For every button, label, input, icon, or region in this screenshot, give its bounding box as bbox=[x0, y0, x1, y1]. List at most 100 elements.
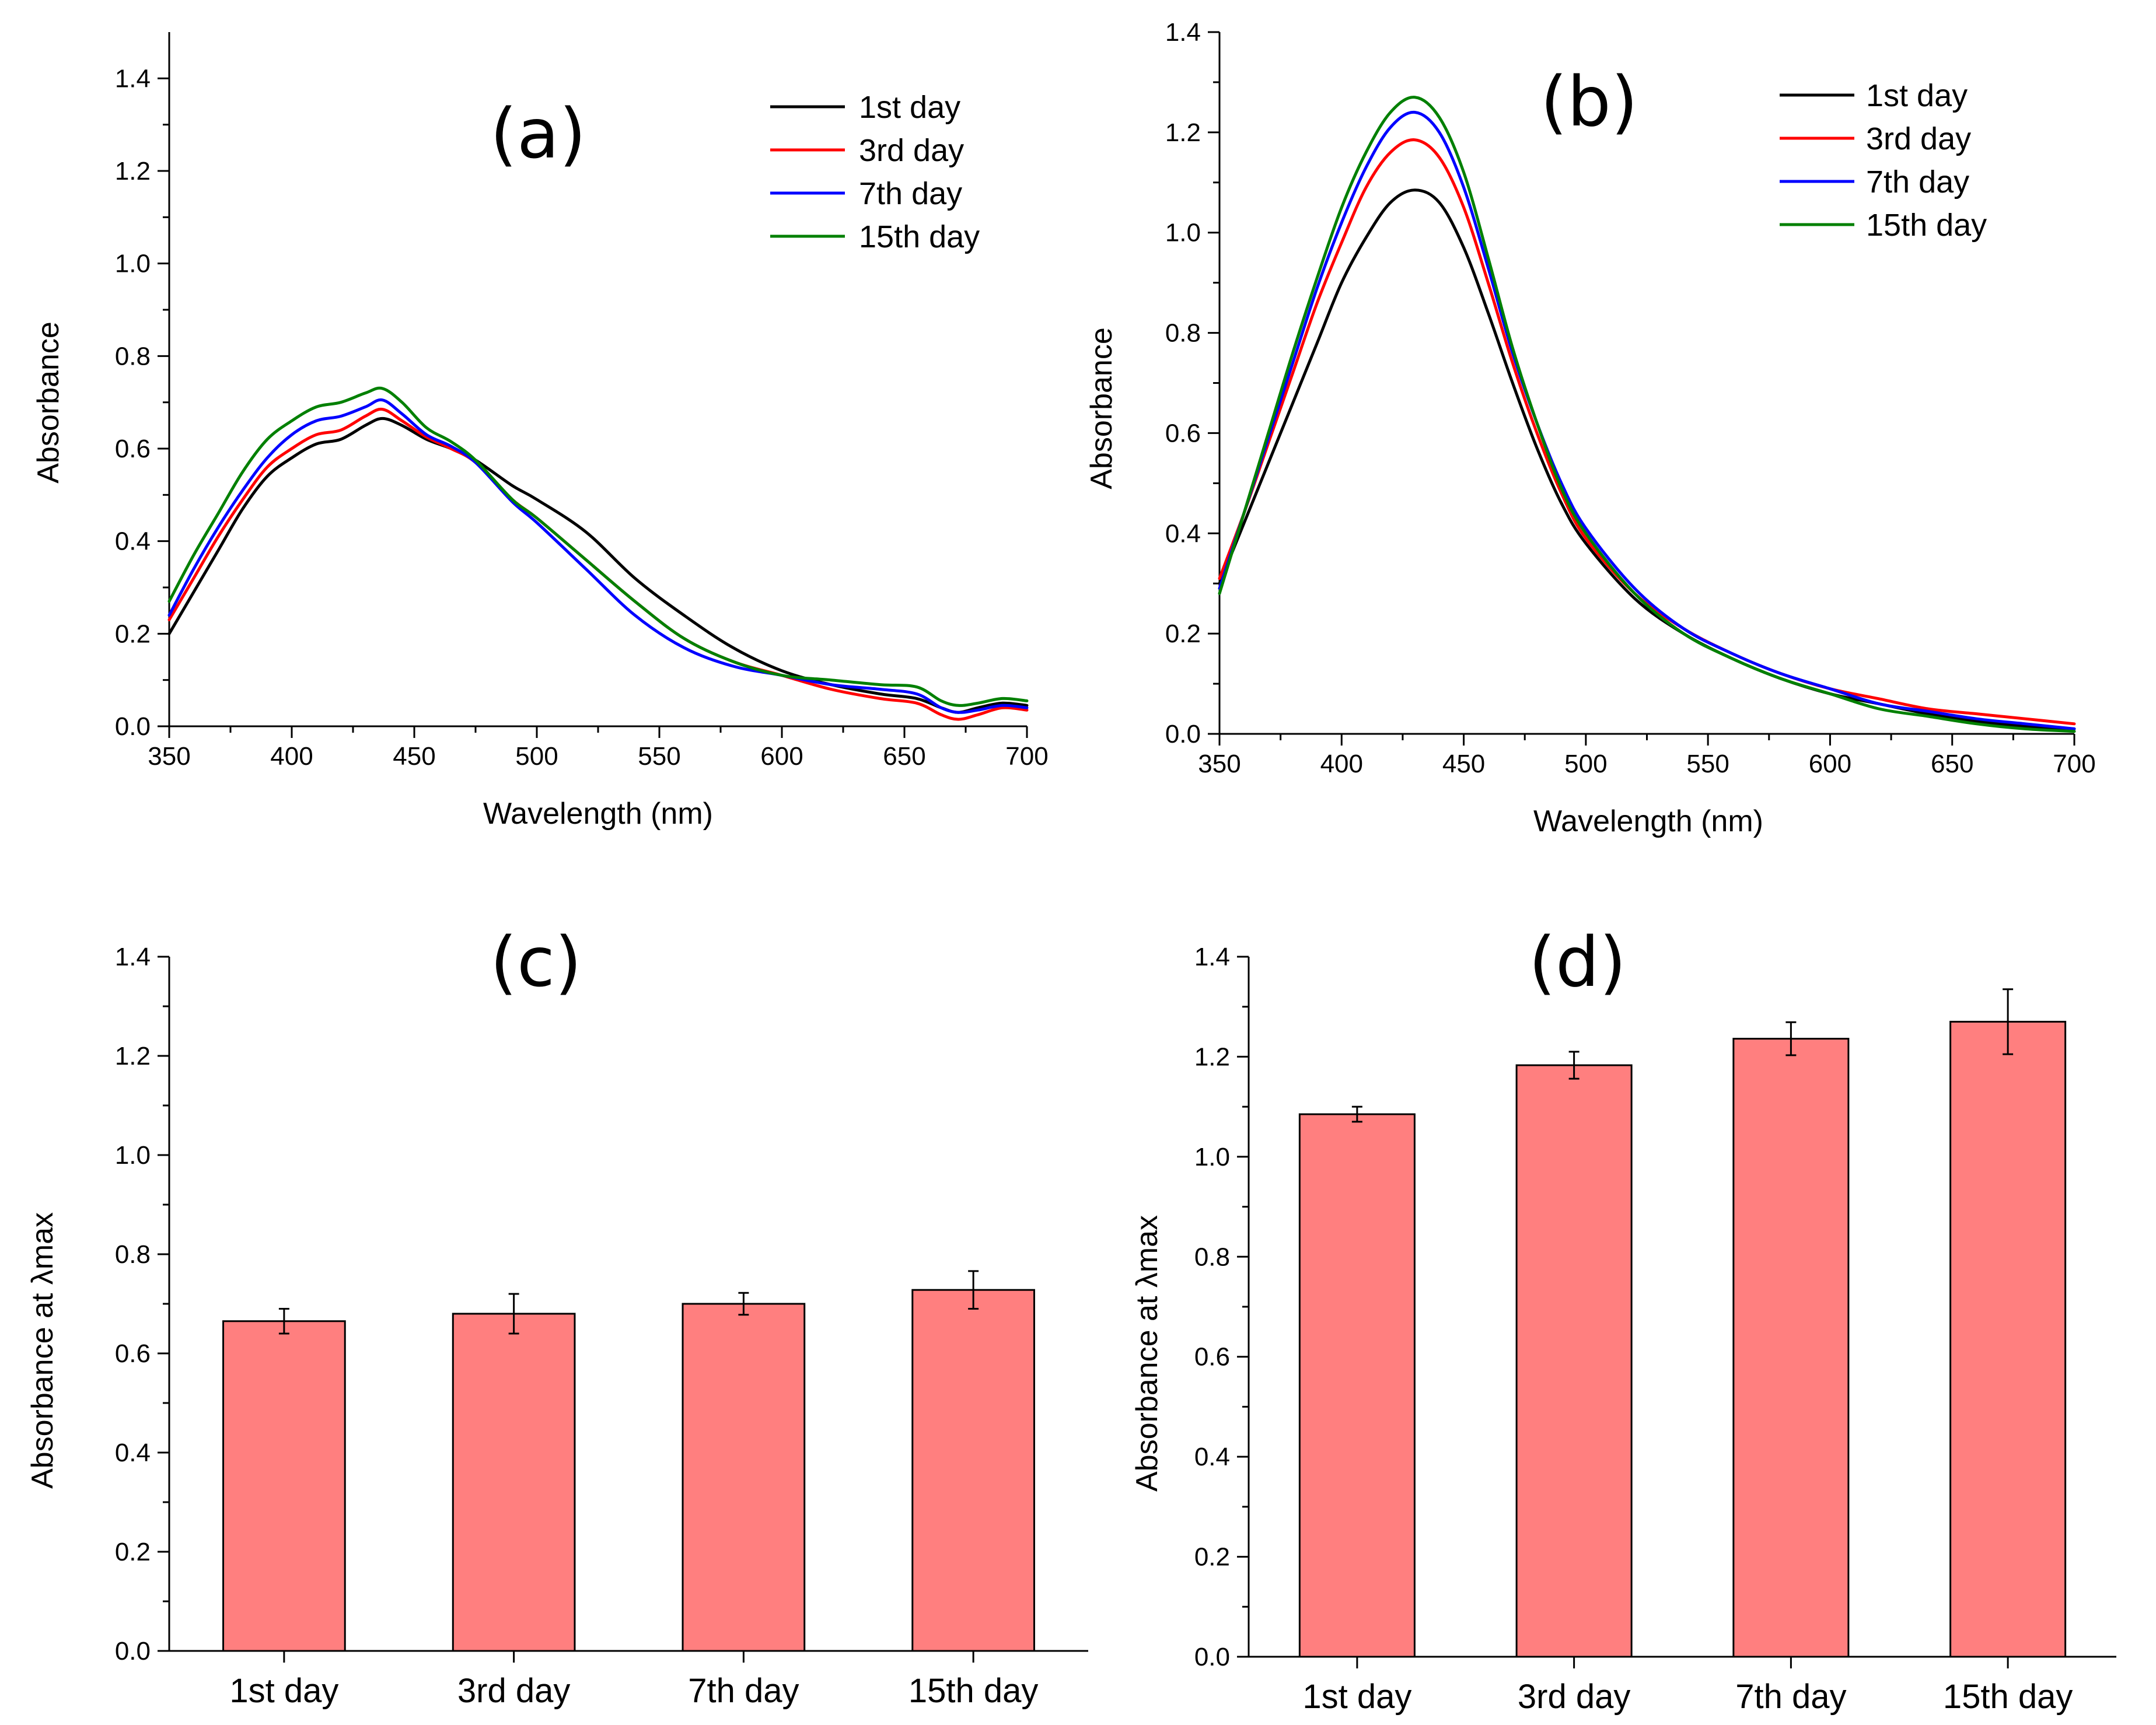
panel-a-y-tick-label: 1.0 bbox=[115, 250, 151, 278]
panel-d-y-tick-label: 0.6 bbox=[1194, 1343, 1230, 1371]
panel-b-legend-label-4: 15th day bbox=[1866, 208, 1987, 243]
panel-d-category-label-2: 3rd day bbox=[1518, 1678, 1630, 1716]
panel-c-y-tick-label: 0.0 bbox=[115, 1637, 151, 1665]
panel-c-bar-4 bbox=[911, 1289, 1035, 1652]
panel-b-y-tick-label: 1.4 bbox=[1165, 18, 1201, 47]
panel-b-axes: 0.0 0.2 0.4 0.6 0.8 1.0 1.2 1.4 350 400 450 500 550 6… bbox=[1165, 18, 2096, 778]
panel-b-y-tick-label: 1.2 bbox=[1165, 118, 1201, 147]
panel-b-legend-label-1: 1st day bbox=[1866, 78, 1968, 113]
panel-b-series-line-2 bbox=[1218, 138, 2076, 726]
panel-a-legend-label-2: 3rd day bbox=[859, 133, 964, 168]
panel-c-y-tick-label: 0.2 bbox=[115, 1538, 151, 1566]
panel-c-category-label-1: 1st day bbox=[229, 1672, 338, 1710]
panel-b-x-tick-label: 700 bbox=[2053, 750, 2095, 778]
panel-b-line-chart: 0.0 0.2 0.4 0.6 0.8 1.0 1.2 1.4 350 400 450 500 550 6… bbox=[1085, 18, 2096, 838]
panel-a-y-tick-label: 0.2 bbox=[115, 620, 151, 648]
panel-b-y-tick-label: 0.8 bbox=[1165, 319, 1201, 348]
panel-b-x-tick-label: 400 bbox=[1320, 750, 1363, 778]
panel-a-label: (a) bbox=[490, 93, 586, 174]
panel-c-y-tick-label: 1.4 bbox=[115, 943, 151, 971]
panel-c-y-tick-label: 1.2 bbox=[115, 1042, 151, 1070]
panel-b-series-line-1 bbox=[1218, 188, 2076, 730]
panel-d-label: (d) bbox=[1529, 922, 1626, 1002]
panel-d-category-label-1: 1st day bbox=[1302, 1678, 1411, 1716]
panel-d-axes: 0.0 0.2 0.4 0.6 0.8 1.0 1.2 1.4 bbox=[1194, 943, 2116, 1671]
panel-a-legend-label-4: 15th day bbox=[859, 219, 980, 254]
panel-a-y-tick-label: 0.6 bbox=[115, 435, 151, 463]
panel-a-y-tick-label: 0.4 bbox=[115, 527, 151, 556]
panel-b-x-tick-label: 550 bbox=[1686, 750, 1729, 778]
panel-a-axes: 0.0 0.2 0.4 0.6 0.8 1.0 1.2 1.4 350 400 450 500 550 6… bbox=[115, 32, 1049, 771]
panel-a-y-tick-label: 1.4 bbox=[115, 64, 151, 93]
panel-c-category-label-4: 15th day bbox=[908, 1672, 1039, 1710]
panel-b-series-line-3 bbox=[1218, 110, 2076, 730]
panel-d-bar-chart: 0.0 0.2 0.4 0.6 0.8 1.0 1.2 1.4 1st day 3rd day 7… bbox=[1130, 922, 2116, 1716]
panel-a-x-axis-title: Wavelength (nm) bbox=[483, 797, 713, 831]
panel-b-x-tick-label: 600 bbox=[1809, 750, 1851, 778]
panel-c-y-tick-label: 1.0 bbox=[115, 1141, 151, 1170]
panel-b-legend: 1st day 3rd day 7th day 15th day bbox=[1780, 78, 1987, 243]
panel-a-x-tick-label: 550 bbox=[638, 742, 680, 771]
panel-a-legend: 1st day 3rd day 7th day 15th day bbox=[770, 90, 980, 254]
panel-b-x-tick-label: 500 bbox=[1564, 750, 1607, 778]
panel-b-y-tick-label: 0.6 bbox=[1165, 419, 1201, 447]
panel-b-x-axis-title: Wavelength (nm) bbox=[1533, 804, 1763, 838]
panel-a-x-tick-label: 450 bbox=[393, 742, 435, 771]
panel-b-series-line-4 bbox=[1218, 96, 2076, 733]
panel-c-y-tick-label: 0.4 bbox=[115, 1439, 151, 1467]
panel-c-label: (c) bbox=[490, 922, 582, 1002]
panel-c-y-tick-label: 0.6 bbox=[115, 1339, 151, 1368]
panel-b-legend-label-3: 7th day bbox=[1866, 165, 1969, 200]
panel-d-y-tick-label: 0.8 bbox=[1194, 1243, 1230, 1271]
panel-d-y-tick-label: 0.4 bbox=[1194, 1443, 1230, 1471]
panel-b-legend-label-2: 3rd day bbox=[1866, 121, 1971, 156]
panel-a-x-tick-label: 400 bbox=[270, 742, 313, 771]
panel-d-bar-1 bbox=[1298, 1113, 1416, 1658]
panel-a-y-tick-label: 0.8 bbox=[115, 342, 151, 370]
panel-a-x-tick-label: 600 bbox=[760, 742, 803, 771]
panel-b-y-tick-label: 1.0 bbox=[1165, 219, 1201, 247]
panel-c-bar-chart: 0.0 0.2 0.4 0.6 0.8 1.0 1.2 1.4 1st day 3rd day 7… bbox=[26, 922, 1088, 1710]
panel-a-series bbox=[167, 386, 1029, 721]
panel-d-bars: 1st day 3rd day 7th day 15th day bbox=[1298, 988, 2073, 1716]
panel-c-category-label-2: 3rd day bbox=[457, 1672, 570, 1710]
panel-a-y-tick-label: 1.2 bbox=[115, 157, 151, 186]
panel-c-y-axis-title: Absorbance at λmax bbox=[26, 1212, 60, 1489]
panel-b-label: (b) bbox=[1540, 61, 1638, 142]
panel-c-y-tick-label: 0.8 bbox=[115, 1240, 151, 1269]
panel-d-category-label-4: 15th day bbox=[1943, 1678, 2073, 1716]
panel-b-series bbox=[1218, 96, 2076, 733]
panel-d-bar-2 bbox=[1515, 1064, 1633, 1658]
panel-b-y-tick-label: 0.2 bbox=[1165, 620, 1201, 648]
panel-c-bar-3 bbox=[682, 1303, 806, 1652]
panel-b-x-tick-label: 350 bbox=[1198, 750, 1241, 778]
panel-d-y-tick-label: 0.2 bbox=[1194, 1543, 1230, 1572]
panel-b-y-axis-title: Absorbance bbox=[1085, 327, 1119, 489]
panel-d-bar-4 bbox=[1949, 1020, 2067, 1658]
panel-b-x-tick-label: 450 bbox=[1442, 750, 1485, 778]
panel-d-y-tick-label: 1.2 bbox=[1194, 1042, 1230, 1071]
panel-a-x-tick-label: 350 bbox=[148, 742, 190, 771]
panel-d-y-tick-label: 1.4 bbox=[1194, 943, 1230, 971]
panel-c-category-label-3: 7th day bbox=[688, 1672, 799, 1710]
panel-a-x-tick-label: 700 bbox=[1005, 742, 1048, 771]
panel-d-y-tick-label: 1.0 bbox=[1194, 1143, 1230, 1171]
panel-d-bar-3 bbox=[1732, 1038, 1850, 1658]
panel-b-y-tick-label: 0.4 bbox=[1165, 519, 1201, 548]
panel-a-legend-label-3: 7th day bbox=[859, 176, 962, 211]
panel-a-y-axis-title: Absorbance bbox=[32, 321, 65, 484]
panel-a-series-line-4 bbox=[167, 386, 1029, 707]
panel-a-y-tick-label: 0.0 bbox=[115, 712, 151, 741]
panel-a-x-tick-label: 500 bbox=[515, 742, 558, 771]
panel-d-y-axis-title: Absorbance at λmax bbox=[1130, 1215, 1164, 1492]
panel-d-y-tick-label: 0.0 bbox=[1194, 1643, 1230, 1671]
panel-c-bar-1 bbox=[222, 1320, 346, 1652]
panel-a-series-line-3 bbox=[167, 398, 1029, 714]
panel-c-bars: 1st day 3rd day 7th day 15th day bbox=[222, 1270, 1039, 1710]
panel-c-bar-2 bbox=[452, 1313, 576, 1652]
panel-a-series-line-1 bbox=[167, 417, 1029, 714]
panel-a-legend-label-1: 1st day bbox=[859, 90, 960, 125]
panel-b-x-tick-label: 650 bbox=[1931, 750, 1973, 778]
panel-a-x-tick-label: 650 bbox=[883, 742, 925, 771]
